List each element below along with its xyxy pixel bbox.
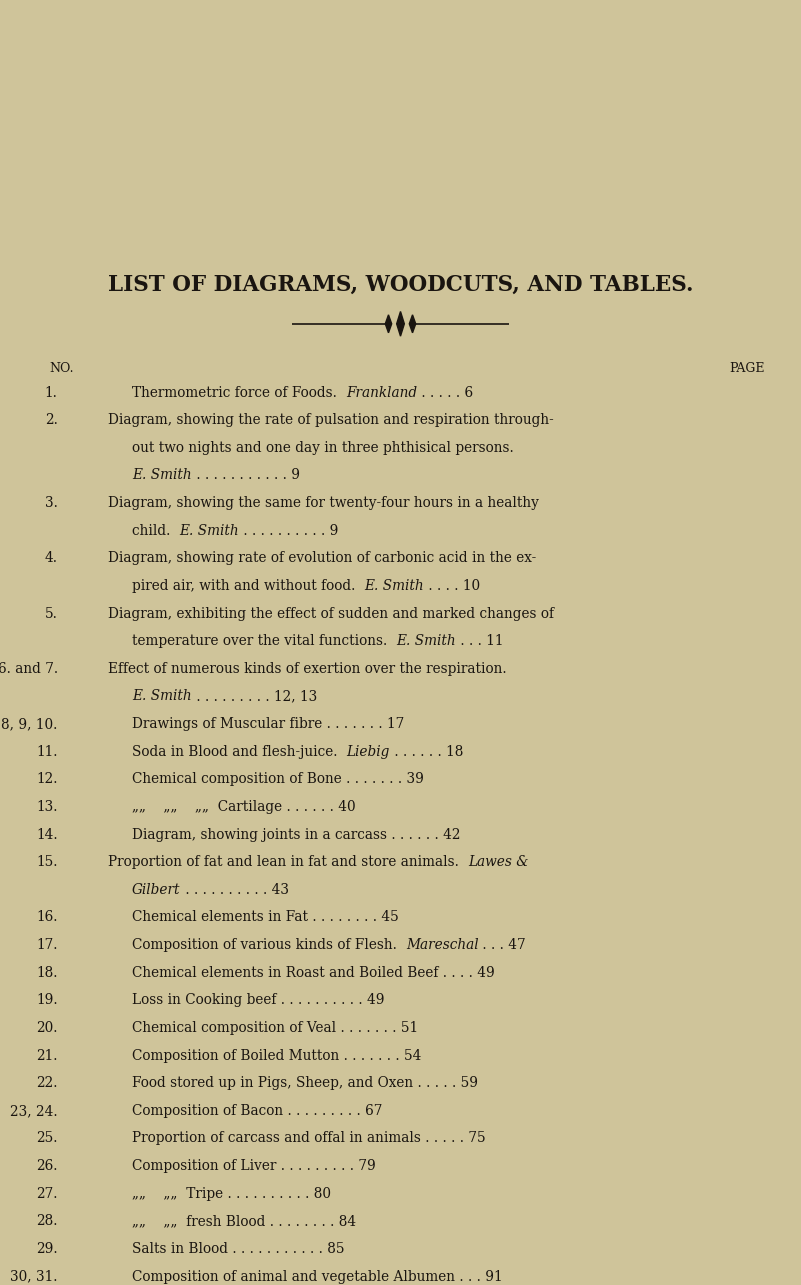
Text: 29.: 29. xyxy=(36,1241,58,1255)
Text: Diagram, showing joints in a carcass . . . . . . 42: Diagram, showing joints in a carcass . .… xyxy=(132,828,461,842)
Text: . . . . . . . . . . 9: . . . . . . . . . . 9 xyxy=(239,523,338,537)
Text: out two nights and one day in three phthisical persons.: out two nights and one day in three phth… xyxy=(132,441,514,455)
Text: Composition of Boiled Mutton . . . . . . . 54: Composition of Boiled Mutton . . . . . .… xyxy=(132,1049,421,1063)
Text: „„    „„  Tripe . . . . . . . . . . 80: „„ „„ Tripe . . . . . . . . . . 80 xyxy=(132,1186,331,1200)
Text: 17.: 17. xyxy=(36,938,58,952)
Text: 30, 31.: 30, 31. xyxy=(10,1270,58,1284)
Text: 22.: 22. xyxy=(36,1076,58,1090)
Text: 21.: 21. xyxy=(36,1049,58,1063)
Text: Composition of Bacon . . . . . . . . . 67: Composition of Bacon . . . . . . . . . 6… xyxy=(132,1104,383,1118)
Text: 13.: 13. xyxy=(36,799,58,813)
Text: E. Smith: E. Smith xyxy=(396,634,456,648)
Text: Frankland: Frankland xyxy=(346,386,417,400)
Text: 25.: 25. xyxy=(36,1131,58,1145)
Polygon shape xyxy=(409,315,416,333)
Text: . . . . . 6: . . . . . 6 xyxy=(417,386,473,400)
Text: 4.: 4. xyxy=(45,551,58,565)
Text: 14.: 14. xyxy=(36,828,58,842)
Text: E. Smith: E. Smith xyxy=(364,578,424,592)
Polygon shape xyxy=(385,315,392,333)
Text: Gilbert: Gilbert xyxy=(132,883,181,897)
Text: Chemical elements in Roast and Boiled Beef . . . . 49: Chemical elements in Roast and Boiled Be… xyxy=(132,965,495,979)
Text: child.: child. xyxy=(132,523,179,537)
Text: 12.: 12. xyxy=(36,772,58,786)
Text: E. Smith: E. Smith xyxy=(179,523,239,537)
Text: . . . 11: . . . 11 xyxy=(456,634,503,648)
Text: Food stored up in Pigs, Sheep, and Oxen . . . . . 59: Food stored up in Pigs, Sheep, and Oxen … xyxy=(132,1076,478,1090)
Text: temperature over the vital functions.: temperature over the vital functions. xyxy=(132,634,396,648)
Text: Effect of numerous kinds of exertion over the respiration.: Effect of numerous kinds of exertion ove… xyxy=(108,662,507,676)
Text: Mareschal: Mareschal xyxy=(406,938,478,952)
Text: E. Smith: E. Smith xyxy=(132,689,191,703)
Text: 15.: 15. xyxy=(36,855,58,869)
Text: Thermometric force of Foods.: Thermometric force of Foods. xyxy=(132,386,346,400)
Text: E. Smith: E. Smith xyxy=(132,468,191,482)
Text: „„    „„  fresh Blood . . . . . . . . 84: „„ „„ fresh Blood . . . . . . . . 84 xyxy=(132,1214,356,1228)
Text: Composition of animal and vegetable Albumen . . . 91: Composition of animal and vegetable Albu… xyxy=(132,1270,503,1284)
Text: . . . . . . . . . . 43: . . . . . . . . . . 43 xyxy=(181,883,288,897)
Text: Salts in Blood . . . . . . . . . . . 85: Salts in Blood . . . . . . . . . . . 85 xyxy=(132,1241,344,1255)
Text: 28.: 28. xyxy=(36,1214,58,1228)
Text: 18.: 18. xyxy=(36,965,58,979)
Text: 5.: 5. xyxy=(45,607,58,621)
Text: 20.: 20. xyxy=(36,1020,58,1034)
Text: . . . . 10: . . . . 10 xyxy=(424,578,480,592)
Text: 1.: 1. xyxy=(45,386,58,400)
Text: Proportion of fat and lean in fat and store animals.: Proportion of fat and lean in fat and st… xyxy=(108,855,468,869)
Text: Diagram, showing rate of evolution of carbonic acid in the ex-: Diagram, showing rate of evolution of ca… xyxy=(108,551,537,565)
Text: Diagram, showing the rate of pulsation and respiration through-: Diagram, showing the rate of pulsation a… xyxy=(108,414,553,427)
Text: 27.: 27. xyxy=(36,1186,58,1200)
Polygon shape xyxy=(396,311,405,337)
Text: 6. and 7.: 6. and 7. xyxy=(0,662,58,676)
Text: „„    „„    „„  Cartilage . . . . . . 40: „„ „„ „„ Cartilage . . . . . . 40 xyxy=(132,799,356,813)
Text: . . . 47: . . . 47 xyxy=(478,938,526,952)
Text: Chemical composition of Bone . . . . . . . 39: Chemical composition of Bone . . . . . .… xyxy=(132,772,424,786)
Text: 16.: 16. xyxy=(36,910,58,924)
Text: . . . . . . 18: . . . . . . 18 xyxy=(390,744,463,758)
Text: 3.: 3. xyxy=(45,496,58,510)
Text: . . . . . . . . . 12, 13: . . . . . . . . . 12, 13 xyxy=(191,689,317,703)
Text: Composition of Liver . . . . . . . . . 79: Composition of Liver . . . . . . . . . 7… xyxy=(132,1159,376,1173)
Text: 2.: 2. xyxy=(45,414,58,427)
Text: Soda in Blood and flesh-juice.: Soda in Blood and flesh-juice. xyxy=(132,744,346,758)
Text: Chemical elements in Fat . . . . . . . . 45: Chemical elements in Fat . . . . . . . .… xyxy=(132,910,399,924)
Text: Loss in Cooking beef . . . . . . . . . . 49: Loss in Cooking beef . . . . . . . . . .… xyxy=(132,993,384,1007)
Text: LIST OF DIAGRAMS, WOODCUTS, AND TABLES.: LIST OF DIAGRAMS, WOODCUTS, AND TABLES. xyxy=(108,274,693,296)
Text: pired air, with and without food.: pired air, with and without food. xyxy=(132,578,364,592)
Text: NO.: NO. xyxy=(50,362,74,375)
Text: . . . . . . . . . . . 9: . . . . . . . . . . . 9 xyxy=(191,468,300,482)
Text: 11.: 11. xyxy=(36,744,58,758)
Text: 26.: 26. xyxy=(36,1159,58,1173)
Text: Chemical composition of Veal . . . . . . . 51: Chemical composition of Veal . . . . . .… xyxy=(132,1020,418,1034)
Text: 23, 24.: 23, 24. xyxy=(10,1104,58,1118)
Text: Composition of various kinds of Flesh.: Composition of various kinds of Flesh. xyxy=(132,938,406,952)
Text: Lawes &: Lawes & xyxy=(468,855,528,869)
Text: 8, 9, 10.: 8, 9, 10. xyxy=(2,717,58,731)
Text: Proportion of carcass and offal in animals . . . . . 75: Proportion of carcass and offal in anima… xyxy=(132,1131,485,1145)
Text: Diagram, exhibiting the effect of sudden and marked changes of: Diagram, exhibiting the effect of sudden… xyxy=(108,607,554,621)
Text: 19.: 19. xyxy=(36,993,58,1007)
Text: PAGE: PAGE xyxy=(730,362,765,375)
Text: Drawings of Muscular fibre . . . . . . . 17: Drawings of Muscular fibre . . . . . . .… xyxy=(132,717,405,731)
Text: Diagram, showing the same for twenty-four hours in a healthy: Diagram, showing the same for twenty-fou… xyxy=(108,496,539,510)
Text: Liebig: Liebig xyxy=(346,744,390,758)
